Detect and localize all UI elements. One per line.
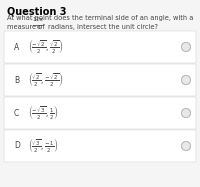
Circle shape — [182, 108, 190, 117]
Text: At what point does the terminal side of an angle, with a: At what point does the terminal side of … — [7, 15, 193, 21]
Text: $\left(\frac{-\sqrt{2}}{2},\frac{\sqrt{2}}{2}\right)$: $\left(\frac{-\sqrt{2}}{2},\frac{\sqrt{2… — [28, 38, 63, 56]
FancyBboxPatch shape — [4, 64, 196, 96]
Text: radians, intersect the unit circle?: radians, intersect the unit circle? — [48, 24, 158, 30]
FancyBboxPatch shape — [4, 31, 196, 63]
Text: measure of: measure of — [7, 24, 45, 30]
Circle shape — [182, 142, 190, 151]
Circle shape — [182, 42, 190, 51]
Text: $\left(\frac{\sqrt{2}}{2},\frac{-\sqrt{2}}{2}\right)$: $\left(\frac{\sqrt{2}}{2},\frac{-\sqrt{2… — [28, 71, 63, 89]
Text: $\left(\frac{-\sqrt{3}}{2},\frac{1}{2}\right)$: $\left(\frac{-\sqrt{3}}{2},\frac{1}{2}\r… — [28, 104, 59, 122]
Text: $\left(\frac{\sqrt{3}}{2},\frac{-1}{2}\right)$: $\left(\frac{\sqrt{3}}{2},\frac{-1}{2}\r… — [28, 137, 59, 155]
FancyBboxPatch shape — [4, 97, 196, 129]
Text: D: D — [14, 142, 20, 151]
Text: A: A — [14, 42, 19, 51]
Text: B: B — [14, 76, 19, 85]
FancyBboxPatch shape — [4, 130, 196, 162]
Text: C: C — [14, 108, 19, 117]
Text: 6: 6 — [36, 25, 40, 30]
Text: 11π: 11π — [33, 17, 43, 22]
Text: Question 3: Question 3 — [7, 6, 66, 16]
Circle shape — [182, 76, 190, 85]
